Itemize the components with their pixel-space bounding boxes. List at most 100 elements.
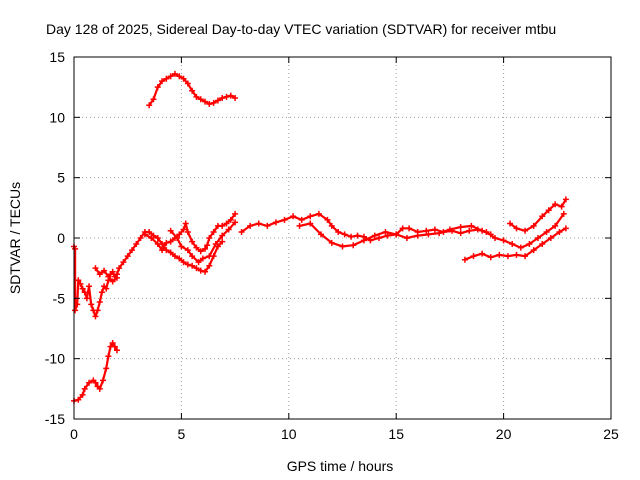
data-point (98, 289, 105, 296)
data-point (154, 84, 161, 91)
data-point (232, 219, 239, 226)
data-point (86, 283, 93, 290)
data-point (79, 391, 86, 398)
data-point (264, 222, 271, 229)
data-point (77, 280, 84, 287)
data-point (307, 213, 314, 220)
data-point (72, 307, 79, 314)
data-point (176, 73, 183, 80)
data-point (81, 289, 88, 296)
data-point (154, 241, 161, 248)
data-point (376, 235, 383, 241)
data-point (406, 225, 413, 232)
data-point (210, 228, 217, 235)
x-axis-ticks: 0 5 10 15 20 25 (70, 57, 619, 442)
data-point (150, 96, 157, 103)
x-tick-label: 25 (603, 426, 619, 442)
data-point (223, 220, 230, 227)
data-point (193, 265, 200, 272)
data-point (496, 251, 503, 258)
data-point (141, 231, 148, 238)
data-point (206, 235, 213, 241)
data-point (184, 80, 191, 87)
data-point (348, 233, 355, 240)
data-point (318, 231, 325, 238)
series-late-lower-segment (461, 225, 569, 263)
data-point (202, 98, 209, 105)
data-point (92, 265, 99, 272)
data-point (457, 224, 464, 231)
data-point (436, 230, 443, 237)
data-point (307, 220, 314, 227)
data-point (94, 307, 101, 314)
data-point (189, 87, 196, 94)
data-point (101, 267, 108, 274)
y-tick-label: 5 (57, 170, 65, 186)
data-point (479, 227, 486, 234)
data-point (137, 235, 144, 241)
data-point (290, 213, 297, 220)
data-point (75, 396, 82, 403)
data-point (470, 253, 477, 260)
series-line (72, 230, 224, 318)
data-point (545, 207, 552, 214)
data-point (425, 231, 432, 238)
data-point (513, 251, 520, 258)
data-point (171, 253, 178, 260)
data-point (189, 238, 196, 245)
data-point (128, 247, 135, 254)
x-tick-label: 0 (70, 426, 78, 442)
data-point (180, 259, 187, 266)
data-point (204, 242, 211, 249)
data-point (247, 222, 254, 229)
data-point (552, 222, 559, 229)
data-point (197, 248, 204, 255)
data-point (109, 339, 116, 346)
y-tick-label: -15 (45, 411, 65, 427)
data-point (109, 268, 116, 275)
data-point (148, 235, 155, 241)
data-point (219, 95, 226, 102)
series-main-segment (238, 210, 567, 251)
data-point (543, 228, 550, 235)
data-point (189, 253, 196, 260)
y-tick-label: -5 (53, 290, 66, 306)
data-point (534, 235, 541, 241)
series-peak-segment (146, 70, 239, 109)
data-point (180, 75, 187, 82)
data-point (83, 295, 90, 302)
data-point (206, 262, 213, 269)
data-point (558, 203, 565, 210)
data-point (562, 196, 569, 203)
data-point (189, 262, 196, 269)
data-point (530, 247, 537, 254)
data-point (214, 97, 221, 104)
data-point (360, 237, 367, 244)
data-point (182, 220, 189, 227)
data-point (232, 210, 239, 217)
data-point (146, 228, 153, 235)
data-point (487, 254, 494, 261)
data-point (219, 232, 226, 239)
data-point (223, 93, 230, 100)
data-point (487, 231, 494, 238)
data-point (81, 385, 88, 392)
y-tick-label: 15 (49, 49, 65, 65)
data-point (328, 239, 335, 246)
y-tick-label: -10 (45, 351, 65, 367)
data-point (530, 222, 537, 229)
data-point (195, 259, 202, 266)
data-point (468, 222, 475, 229)
data-point (315, 210, 322, 217)
data-point (109, 278, 116, 285)
data-point (341, 231, 348, 238)
data-point (133, 241, 140, 248)
data-point (103, 285, 110, 292)
data-point (159, 78, 166, 85)
data-point (178, 243, 185, 250)
series-late-upper-segment (507, 196, 569, 234)
data-point (163, 239, 170, 246)
data-point (197, 96, 204, 103)
data-point (120, 259, 127, 266)
data-point (562, 225, 569, 232)
